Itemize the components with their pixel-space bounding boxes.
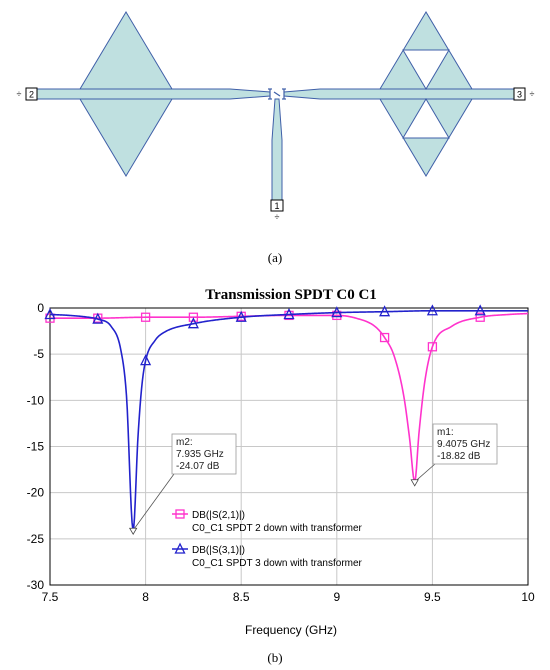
annotation-marker-m1: [410, 479, 419, 487]
chart-title: Transmission SPDT C0 C1: [205, 287, 377, 303]
series-marker-s31: [140, 354, 152, 366]
port-3-ground-icon: ÷: [530, 89, 535, 99]
port-3: 3 ÷: [513, 87, 535, 101]
series-marker-s31: [474, 304, 486, 316]
legend: DB(|S(2,1)|) C0_C1 SPDT 2 down with trans…: [172, 509, 363, 569]
legend-series-desc-1: C0_C1 SPDT 3 down with transformer: [192, 558, 363, 569]
y-tick-label: -30: [27, 578, 45, 592]
legend-series-name-0: DB(|S(2,1)|): [192, 510, 245, 521]
annotation-text-m2: 7.935 GHz: [176, 449, 224, 460]
transmission-chart: Transmission SPDT C0 C1 7.5 8 8.5 9 9.5 10 0 -5…: [27, 287, 535, 637]
caption-b: (b): [267, 650, 283, 665]
x-tick-label: 8.5: [233, 590, 250, 604]
annotation-box-m1: [432, 423, 498, 465]
legend-series-desc-0: C0_C1 SPDT 2 down with transformer: [192, 523, 363, 534]
x-tick-label: 8: [142, 590, 149, 604]
series-marker-s31: [92, 312, 104, 324]
annotation-text-m1: 9.4075 GHz: [437, 439, 490, 450]
series-marker-s31: [331, 306, 343, 318]
y-tick-label: -10: [27, 393, 45, 407]
left-upper-triangle-stub: [79, 11, 173, 90]
series-line-s31: [49, 309, 528, 532]
plot-border: [49, 307, 529, 586]
series-marker-s31: [235, 310, 247, 322]
switch-element: [268, 88, 286, 100]
port-1-ground-icon: ÷: [275, 212, 280, 222]
layout-shapes: [36, 11, 515, 201]
annotations: m2:7.935 GHz-24.07 dB m1:9.4075 GHz-18.82…: [128, 423, 498, 536]
x-tick-label: 9: [333, 590, 340, 604]
left-lower-triangle-stub: [79, 98, 173, 177]
annotation-text-m2: -24.07 dB: [176, 461, 220, 472]
port-2-ground-icon: ÷: [17, 89, 22, 99]
caption-a: (a): [267, 250, 283, 265]
port-2-label: 2: [29, 90, 34, 100]
legend-series-name-1: DB(|S(3,1)|): [192, 545, 245, 556]
series-line-s21: [50, 312, 529, 484]
axes: 7.5 8 8.5 9 9.5 10 0 -5 -10 -15 -20 -25 -30: [27, 301, 535, 604]
right-transmission-line: [283, 88, 515, 100]
series-marker-s21: [475, 312, 485, 322]
annotation-text-m1: -18.82 dB: [437, 451, 481, 462]
series-marker-s31: [283, 308, 295, 320]
port-1-label: 1: [274, 201, 279, 211]
circuit-layout: 2 ÷ 3 ÷ 1 ÷: [17, 11, 535, 222]
annotation-leader-m2: [132, 473, 175, 531]
y-tick-label: -25: [27, 532, 45, 546]
y-tick-label: 0: [37, 301, 44, 315]
grid: [50, 308, 528, 585]
x-axis-title: Frequency (GHz): [245, 623, 337, 637]
annotation-text-m1: m1:: [437, 427, 454, 438]
port-1: 1 ÷: [270, 199, 284, 222]
legend-marker-1: [174, 542, 186, 554]
annotation-marker-m2: [128, 527, 138, 536]
series-marker-s31: [44, 308, 56, 320]
annotation-text-m2: m2:: [176, 437, 193, 448]
series-marker-s31: [379, 305, 391, 317]
series-marker-s21: [379, 332, 390, 343]
series-marker-s21: [427, 342, 438, 352]
series-layer: [44, 304, 529, 532]
legend-marker-0: [175, 509, 185, 519]
series-marker-s31: [426, 304, 438, 316]
port-3-label: 3: [517, 90, 522, 100]
annotation-leader-m1: [414, 463, 436, 483]
series-marker-s21: [140, 312, 151, 322]
vertical-transmission-line: [271, 98, 283, 201]
x-tick-label: 7.5: [42, 590, 59, 604]
series-marker-s31: [187, 317, 199, 329]
y-tick-label: -15: [27, 440, 45, 454]
port-2: 2 ÷: [17, 87, 38, 101]
series-marker-s21: [188, 312, 199, 322]
x-tick-label: 9.5: [424, 590, 441, 604]
annotation-box-m2: [171, 433, 237, 475]
y-tick-label: -20: [27, 486, 45, 500]
y-tick-label: -5: [33, 347, 44, 361]
x-tick-label: 10: [521, 590, 535, 604]
left-transmission-line: [36, 88, 271, 100]
